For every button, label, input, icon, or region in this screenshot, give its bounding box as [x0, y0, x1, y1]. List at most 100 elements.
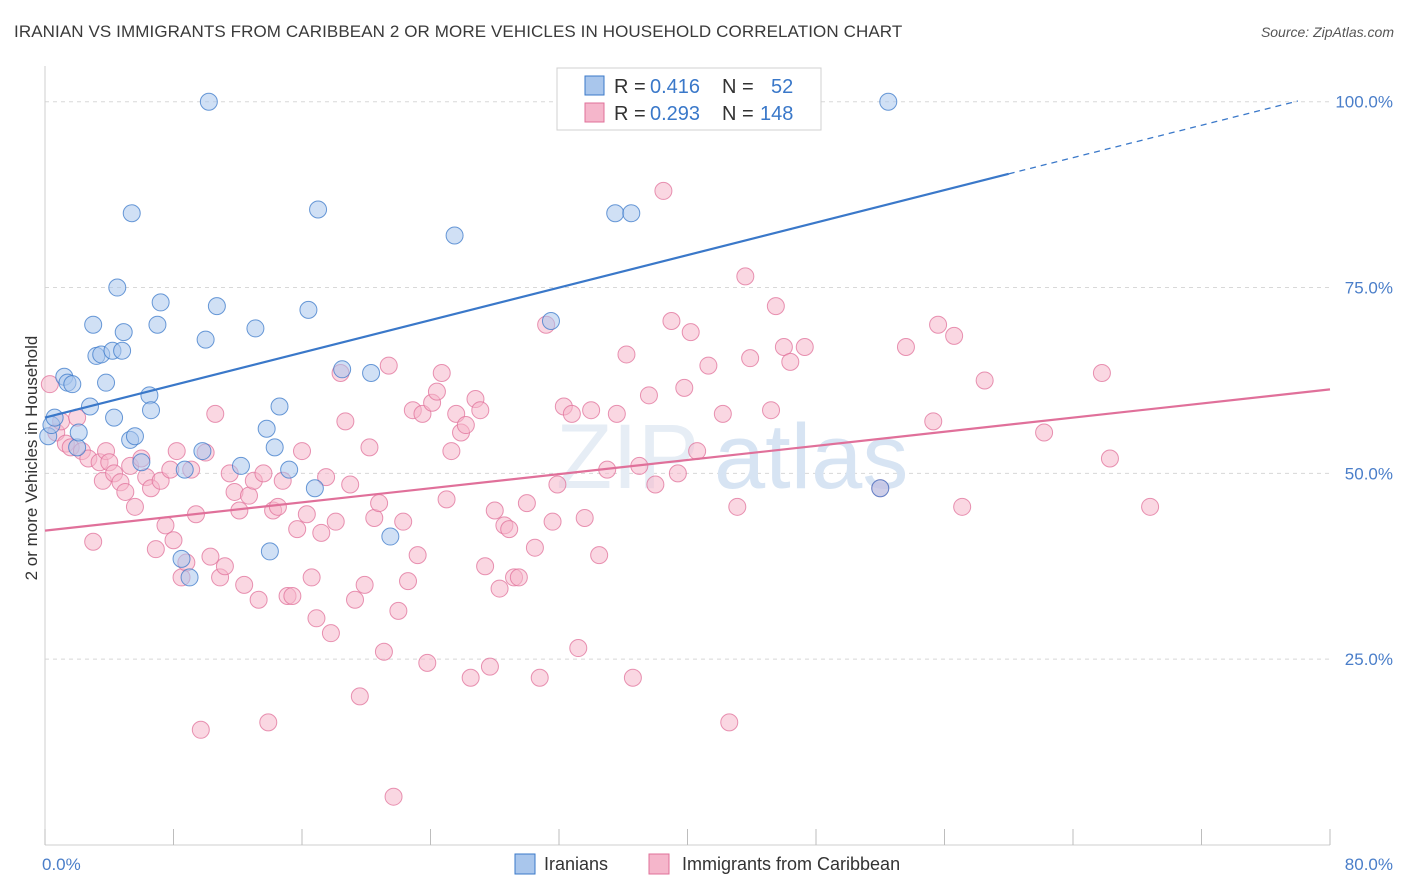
- caribbean-point-62: [341, 475, 360, 494]
- legend-label-iranians: Iranians: [544, 854, 608, 874]
- iranians-point-21: [132, 453, 151, 472]
- caribbean-point-15: [116, 482, 135, 501]
- caribbean-point-133: [795, 338, 814, 357]
- iranians-point-7: [69, 423, 88, 442]
- y-tick-label-2: 75.0%: [1345, 279, 1393, 298]
- caribbean-point-61: [336, 412, 355, 431]
- iranians-point-14: [105, 408, 124, 427]
- y-tick-label-1: 50.0%: [1345, 464, 1393, 483]
- caribbean-point-59: [326, 512, 345, 531]
- caribbean-point-40: [235, 575, 254, 594]
- iranians-point-47: [541, 311, 560, 330]
- caribbean-point-72: [389, 601, 408, 620]
- caribbean-point-95: [500, 520, 519, 539]
- stats-r-label-caribbean: R =: [614, 103, 646, 125]
- caribbean-point-131: [774, 338, 793, 357]
- caribbean-point-121: [681, 323, 700, 342]
- caribbean-point-43: [249, 590, 268, 609]
- caribbean-point-54: [302, 568, 321, 587]
- caribbean-point-71: [384, 787, 403, 806]
- iranians-point-33: [231, 456, 250, 475]
- x-tick-label-1: 80.0%: [1345, 855, 1393, 874]
- iranians-point-9: [84, 315, 103, 334]
- caribbean-point-99: [525, 538, 544, 557]
- caribbean-point-122: [688, 442, 707, 461]
- caribbean-point-137: [929, 315, 948, 334]
- source-credit: Source: ZipAtlas.com: [1260, 24, 1394, 40]
- caribbean-point-97: [509, 568, 528, 587]
- caribbean-point-57: [317, 468, 336, 487]
- legend-swatch-caribbean: [648, 853, 670, 875]
- caribbean-point-115: [639, 386, 658, 405]
- iranians-point-27: [175, 460, 194, 479]
- caribbean-point-87: [461, 668, 480, 687]
- caribbean-point-100: [530, 668, 549, 687]
- caribbean-point-17: [125, 497, 144, 516]
- iranians-point-42: [309, 200, 328, 219]
- iranians-point-6: [68, 438, 87, 457]
- iranians-point-17: [114, 323, 133, 342]
- iranians-point-35: [257, 419, 276, 438]
- caribbean-point-92: [485, 501, 504, 520]
- iranians-point-48: [606, 204, 625, 223]
- caribbean-point-120: [675, 378, 694, 397]
- iranians-point-16: [113, 341, 132, 360]
- axes: [44, 66, 1331, 846]
- caribbean-point-135: [896, 338, 915, 357]
- caribbean-point-102: [543, 512, 562, 531]
- caribbean-point-68: [370, 494, 389, 513]
- iranians-point-29: [193, 442, 212, 461]
- iranians-point-24: [148, 315, 167, 334]
- caribbean-point-31: [191, 720, 210, 739]
- iranians-point-39: [280, 460, 299, 479]
- iranians-point-19: [122, 204, 141, 223]
- caribbean-point-106: [569, 639, 588, 658]
- trend-line-iranians-extension: [1008, 100, 1299, 175]
- iranians-point-41: [305, 479, 324, 498]
- iranians-point-5: [63, 375, 82, 394]
- y-tick-label-0: 25.0%: [1345, 650, 1393, 669]
- caribbean-point-25: [164, 531, 183, 550]
- iranians-point-38: [270, 397, 289, 416]
- caribbean-point-129: [762, 401, 781, 420]
- caribbean-point-93: [490, 579, 509, 598]
- stats-r-value-caribbean: 0.293: [650, 103, 700, 125]
- caribbean-point-109: [590, 546, 609, 565]
- iranians-point-43: [333, 360, 352, 379]
- caribbean-point-74: [399, 572, 418, 591]
- caribbean-point-127: [736, 267, 755, 286]
- caribbean-point-111: [607, 404, 626, 423]
- watermark-zip: ZIP: [556, 406, 699, 508]
- caribbean-point-21: [146, 540, 165, 559]
- caribbean-point-69: [374, 642, 393, 661]
- caribbean-point-45: [259, 713, 278, 732]
- x-tick-label-0: 0.0%: [42, 855, 81, 874]
- caribbean-point-140: [975, 371, 994, 390]
- caribbean-point-125: [720, 713, 739, 732]
- iranians-point-40: [299, 300, 318, 319]
- iranians-point-37: [265, 438, 284, 457]
- caribbean-point-112: [617, 345, 636, 364]
- caribbean-point-143: [1100, 449, 1119, 468]
- caribbean-point-50: [283, 587, 302, 606]
- caribbean-point-83: [442, 442, 461, 461]
- watermark: ZIP atlas: [556, 406, 908, 508]
- stats-n-label-iranians: N =: [722, 76, 754, 98]
- caribbean-point-26: [167, 442, 186, 461]
- caribbean-point-23: [156, 516, 175, 535]
- iranians-point-30: [196, 330, 215, 349]
- caribbean-point-76: [408, 546, 427, 565]
- trend-line-iranians: [44, 172, 1010, 419]
- caribbean-point-142: [1092, 364, 1111, 383]
- caribbean-point-119: [668, 464, 687, 483]
- caribbean-point-132: [781, 352, 800, 371]
- caribbean-point-126: [728, 497, 747, 516]
- caribbean-point-118: [662, 311, 681, 330]
- caribbean-point-66: [360, 438, 379, 457]
- iranians-point-46: [445, 226, 464, 245]
- iranians-point-15: [108, 278, 127, 297]
- caribbean-point-136: [924, 412, 943, 431]
- caribbean-point-53: [297, 505, 316, 524]
- iranians-point-23: [142, 401, 161, 420]
